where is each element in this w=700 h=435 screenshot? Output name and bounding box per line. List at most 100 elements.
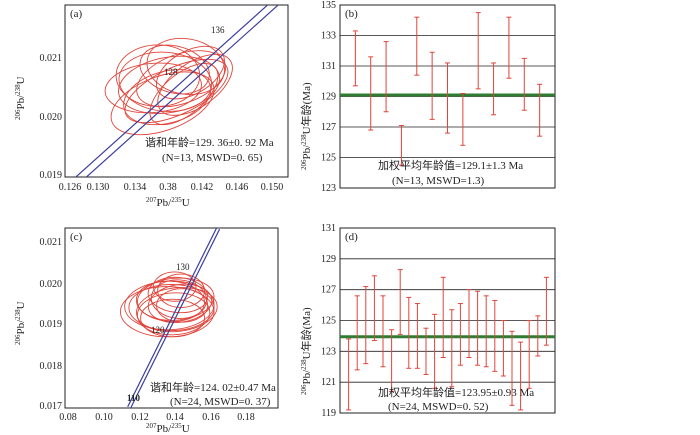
x-tick-label-a-6: 0.146 [226,182,249,193]
panel-a: (a) 136 128 0.126 0.130 0.134 0.38 0.142 0.14… [14,4,289,209]
concordia-line-c-lower [130,228,221,408]
error-bar-d-21 [518,341,524,411]
y-tick-label-c-5: 0.017 [40,401,63,412]
x-tick-label-a-4: 0.38 [159,182,177,193]
y-tick-label-b-7: 123 [321,183,336,194]
y-axis-label-b: 206Pb/238U年龄(Ma) [299,82,313,170]
annotation-c-line1: 谐和年龄=124. 02±0.47 Ma [150,380,276,394]
error-ellipse-c-13 [152,271,197,302]
concordia-band-a [74,5,280,177]
panel-c: (c) 130 120 110 0.08 0.10 0.12 0.14 0.16 0.18… [14,227,279,435]
error-ellipse-a-13 [118,51,213,112]
error-bar-d-9 [414,303,420,369]
y-tick-label-d-4: 125 [321,316,336,327]
x-tick-label-a-7: 0.150 [261,182,284,193]
panel-d: 131 129 127 125 123 121 119 (d) 加权平均年龄值=123.95… [299,223,556,419]
y-tick-label-b-2: 133 [321,31,336,42]
error-bar-b-6 [429,51,435,120]
error-bar-d-1 [346,338,352,411]
concordia-line-a-upper [74,5,269,177]
error-ellipse-c-10 [157,273,205,308]
x-tick-label-a-3: 0.134 [124,182,147,193]
y-tick-label-d-1: 131 [321,223,336,234]
y-axis-label-d: 206Pb/238U年龄(Ma) [299,307,313,395]
y-axis-label-a: 206Pb/238U [14,76,27,120]
error-bar-d-24 [543,276,549,346]
y-tick-labels-a: 0.021 0.020 0.019 [40,53,63,181]
y-tick-label-c-2: 0.020 [40,279,63,290]
x-tick-label-c-6: 0.18 [237,412,255,423]
grid-d [340,227,555,414]
y-tick-label-d-5: 123 [321,346,336,357]
error-ellipse-a-8 [104,62,202,114]
concordia-label-120: 120 [151,325,165,335]
x-tick-label-c-3: 0.12 [131,412,149,423]
x-tick-label-c-2: 0.10 [95,412,113,423]
annotation-d-line1: 加权平均年龄值=123.95±0.93 Ma [378,385,534,399]
error-bars-b [352,12,543,166]
error-ellipse-c-6 [137,292,211,336]
plot-frame-a [64,4,289,178]
error-bar-d-7 [397,269,403,335]
error-bar-b-9 [475,12,481,90]
annotation-a-line1: 谐和年龄=129. 36±0. 92 Ma [145,135,274,149]
y-tick-label-b-6: 125 [321,153,336,164]
concordia-label-130: 130 [176,262,190,272]
error-ellipse-a-12 [149,63,219,126]
error-bar-d-23 [535,315,541,357]
concordia-curve-c [127,228,221,408]
y-tick-label-b-1: 135 [321,0,336,11]
y-tick-label-a-2: 0.020 [40,112,63,123]
y-tick-label-c-1: 0.021 [40,237,63,248]
y-tick-label-d-7: 119 [321,408,336,419]
x-axis-label-a: 207Pb/235U [146,196,190,209]
y-tick-label-b-5: 127 [321,122,336,133]
x-axis-label-c: 207Pb/235U [146,422,190,435]
error-bar-b-2 [368,56,374,131]
concordia-label-136: 136 [211,25,225,35]
error-ellipse-a-10 [110,71,215,136]
error-bar-d-2 [354,295,360,371]
x-tick-label-a-1: 0.126 [59,182,82,193]
x-tick-label-c-4: 0.14 [166,412,184,423]
error-bar-b-1 [352,30,358,87]
x-tick-label-c-5: 0.16 [202,412,220,423]
error-bar-d-14 [457,303,463,366]
error-ellipse-c-11 [140,298,205,338]
ellipse-group-a [104,37,233,136]
x-tick-label-a-2: 0.130 [87,182,110,193]
plot-frame-c [64,227,279,409]
concordia-curve-a [74,5,280,177]
error-bar-b-11 [506,16,512,79]
error-bar-d-12 [440,276,446,358]
concordia-label-110: 110 [127,393,141,403]
ellipse-group-c [119,271,218,338]
y-tick-label-b-3: 131 [321,61,336,72]
error-bar-d-19 [500,320,506,377]
annotation-b-line1: 加权平均年龄值=129.1±1.3 Ma [378,158,523,172]
y-tick-label-d-6: 121 [321,377,336,388]
y-tick-label-d-2: 129 [321,254,336,265]
error-bar-d-3 [363,286,369,365]
error-ellipse-c-9 [136,287,218,333]
error-bars-d [346,269,549,411]
x-tick-label-a-5: 0.142 [191,182,214,193]
error-bar-d-16 [475,290,481,366]
concordia-band-c [127,228,221,408]
error-bar-d-22 [526,320,532,389]
error-bar-d-18 [492,299,498,372]
error-bar-b-13 [537,83,543,137]
y-tick-label-d-3: 127 [321,285,336,296]
panel-b: 135 133 131 129 127 125 123 (b) 加权平均年龄值=129.1±… [299,0,556,194]
error-bar-d-10 [423,327,429,375]
annotation-d-line2: (N=24, MSWD=0. 52) [388,401,489,413]
error-ellipse-a-11 [139,44,210,95]
error-bar-b-7 [445,62,450,134]
panel-label-c: (c) [70,231,83,243]
error-bar-d-11 [432,313,438,389]
error-bar-d-8 [406,296,412,369]
panel-label-b: (b) [345,8,358,20]
y-tick-labels-b: 135 133 131 129 127 125 123 [321,0,336,194]
error-bar-b-10 [491,62,497,116]
